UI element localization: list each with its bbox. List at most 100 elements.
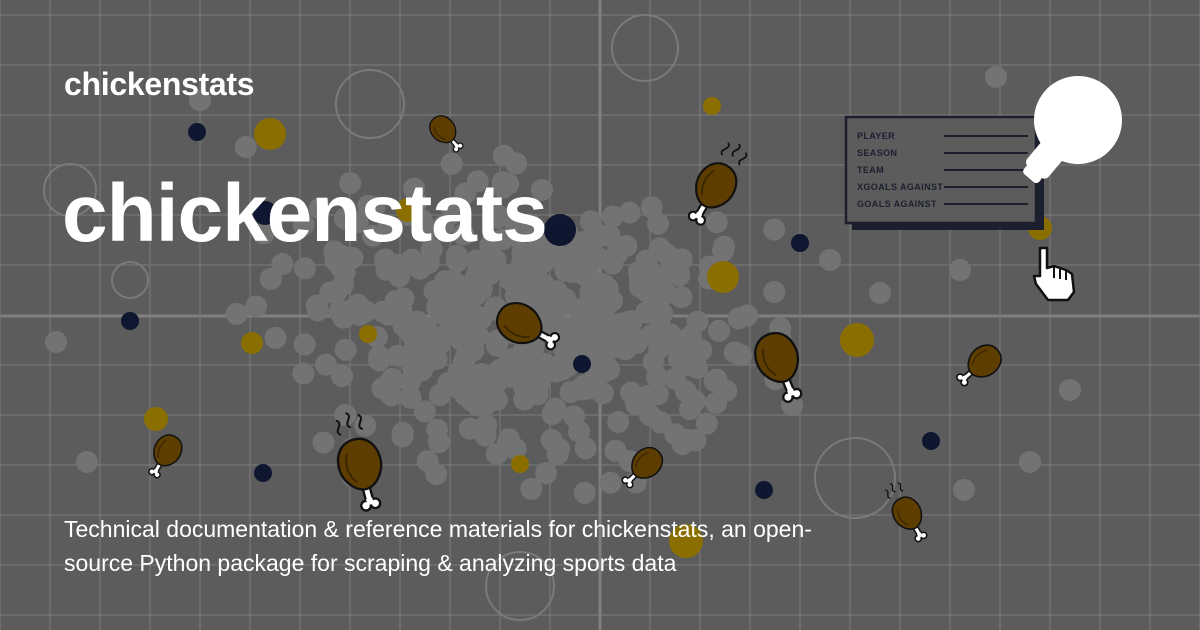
scatter-dot [324,249,347,272]
scatter-dot [485,388,508,411]
stats-card-label: PLAYER [857,131,895,141]
scatter-dot [333,207,356,230]
xgoal-dot [840,323,874,357]
scatter-dot [641,288,664,310]
scatter-dot [378,372,400,395]
scatter-dot [513,388,536,411]
xgoal-dot [511,455,529,473]
scatter-dot [189,89,211,111]
scatter-dot [334,403,357,426]
scatter-dot [535,462,558,485]
xgoal-dot [707,261,739,293]
goal-dot [573,355,591,373]
scatter-dot [454,182,477,205]
scatter-dot [664,423,687,446]
scatter-dot [492,144,515,167]
chicken-drumstick-icon [621,446,664,489]
scatter-dot [601,205,624,228]
goal-dot [922,432,940,450]
scatter-dot [332,273,354,296]
scatter-dot [606,242,629,265]
scatter-dot [308,197,331,220]
scatter-dot [586,281,609,303]
scatter-dot [670,286,693,309]
scatter-dot [1019,451,1041,473]
faceoff-circle [814,437,896,519]
stats-card-label: TEAM [857,165,884,175]
scatter-dot [413,400,436,423]
xgoal-dot [241,332,263,354]
scatter-dot [259,267,282,290]
scatter-dot [484,249,507,271]
xgoal-dot [703,97,721,115]
chicken-drumstick-icon [754,331,803,403]
scatter-dot [292,213,315,236]
scatter-dot [819,249,841,271]
faceoff-circle [611,14,679,82]
scatter-dot [573,481,596,504]
scatter-dot [578,377,601,400]
scatter-dot [572,246,595,269]
scatter-dot [599,471,622,494]
scatter-dot [464,284,487,307]
scatter-dot [45,331,67,353]
goal-dot [791,234,809,252]
scatter-dot [463,308,486,331]
scatter-dot [598,225,621,248]
chicken-drumstick-icon [496,302,561,351]
scatter-dot [312,431,335,454]
page-description: Technical documentation & reference mate… [64,516,812,576]
scatter-dot [649,411,672,434]
stats-card-label: XGOALS AGAINST [857,182,943,192]
scatter-dot [571,300,594,323]
scatter-dot [519,248,542,270]
scatter-dot [763,218,786,241]
scatter-dot [292,362,315,385]
faceoff-circle [111,261,149,299]
scatter-dot [646,383,669,406]
scatter-dot [554,342,577,365]
faceoff-circle [485,551,555,621]
scatter-dot [607,411,630,433]
stats-card-label: GOALS AGAINST [857,199,937,209]
chicken-drumstick-icon [429,115,464,153]
scatter-dot [392,314,415,337]
scatter-dot [245,295,268,318]
scatter-dot [399,386,422,409]
scatter-dot [655,243,678,266]
scatter-dot [264,326,287,349]
scatter-dot [446,250,469,273]
scatter-dot [252,222,275,245]
scatter-dot [361,224,384,247]
xgoal-dot [396,198,420,222]
scatter-dot [869,282,891,304]
scatter-dot [649,315,672,338]
stats-card-label: SEASON [857,148,897,158]
scatter-dot [541,403,564,426]
scatter-dot [618,201,641,224]
scatter-dot [454,383,477,406]
scatter-dot [531,179,553,201]
scatter-dot [554,293,577,316]
scatter-dot [520,477,543,500]
scatter-dot [686,356,709,379]
site-name[interactable]: chickenstats [64,66,255,102]
scatter-dot [491,171,514,194]
scatter-dot [76,451,98,473]
scatter-dot [357,194,380,217]
scatter-dot [985,66,1007,88]
scatter-dot [532,273,555,296]
scatter-dot [416,450,439,473]
scatter-dot [667,347,690,370]
scatter-dot [1059,379,1081,401]
scatter-dot [642,350,665,373]
lightbulb-icon [1023,76,1122,184]
shot-dots [45,66,1081,558]
scatter-dot [953,479,975,501]
xgoal-dot [669,524,703,558]
goal-dot [755,481,773,499]
scatter-dot [348,303,371,326]
scatter-dot [640,196,663,219]
